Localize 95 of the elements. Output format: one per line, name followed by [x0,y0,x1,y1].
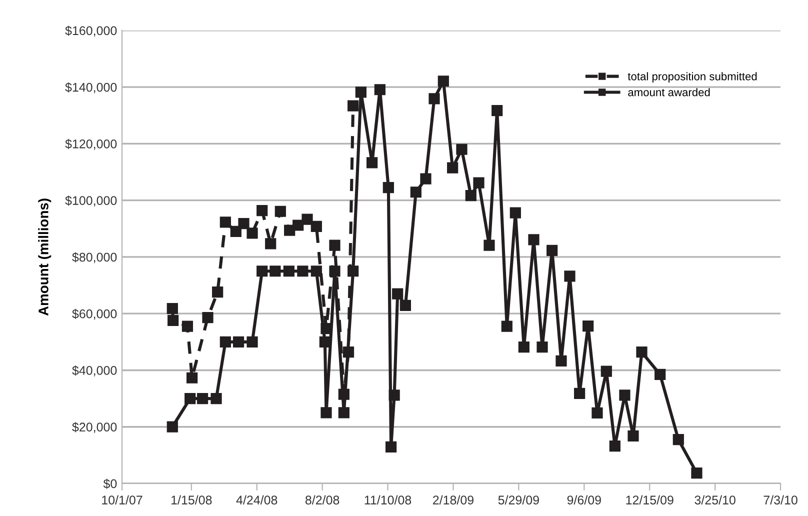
point [484,240,495,251]
y-tick-label: $120,000 [65,138,117,150]
point [636,346,648,358]
point [232,336,244,348]
point [246,228,258,239]
x-tick-label: 10/1/07 [102,495,142,504]
point [592,407,603,419]
point [492,105,503,116]
y-tick-label: $60,000 [72,308,117,320]
point [465,190,476,202]
point [348,266,359,277]
y-axis-title: Amount (millions) [38,198,52,316]
point [574,388,586,400]
point [385,441,397,453]
point [186,372,198,384]
x-tick-label: 9/6/09 [567,495,601,504]
legend-label: amount awarded [628,88,710,96]
point [302,214,313,225]
point [582,320,594,332]
point [246,336,258,348]
point [518,341,530,353]
point [238,218,250,230]
x-tick-label: 4/24/08 [236,495,278,504]
point [501,320,512,332]
y-tick-label: $80,000 [72,252,117,264]
point [320,407,332,418]
point [628,430,639,442]
point [400,300,412,311]
point [182,320,194,332]
point [355,86,366,98]
x-tick-label: 7/3/10 [764,495,798,504]
point [256,204,268,216]
point [374,84,386,96]
point [428,93,440,104]
point [212,286,224,298]
point [230,226,242,238]
point [510,207,521,218]
y-tick-label: $160,000 [65,26,117,37]
point [600,366,612,377]
y-tick-label: $140,000 [65,82,117,94]
y-tick-label: $40,000 [72,366,117,376]
point [654,368,666,380]
x-tick-label: 1/15/08 [171,495,212,504]
point [265,238,276,250]
point [556,355,567,366]
point [220,216,231,228]
point [609,440,620,452]
point [546,244,558,256]
x-tick-label: 2/18/09 [433,495,474,504]
x-tick-label: 8/2/08 [305,495,340,504]
point [382,182,394,194]
legend-label: total proposition submitted [628,72,757,83]
point [196,392,208,404]
point [392,288,404,300]
point [270,266,281,277]
x-tick-label: 11/10/08 [364,495,412,504]
x-tick-label: 12/15/09 [626,495,674,504]
point [310,220,322,232]
point [366,157,378,168]
point [166,421,178,432]
point [210,392,222,404]
point [672,434,684,446]
point [310,266,322,277]
x-tick-label: 5/29/09 [498,495,539,504]
point [329,240,340,251]
point [184,392,196,404]
point [274,206,286,217]
y-tick-label: $0 [103,478,117,489]
point [447,162,458,174]
point [297,266,308,277]
point [166,302,178,314]
point [338,407,350,418]
point [691,467,702,479]
point [536,341,548,353]
point [329,266,340,277]
point [319,336,330,348]
y-tick-label: $20,000 [72,422,117,433]
point [438,76,449,87]
point [564,270,576,282]
point [168,314,179,326]
point [473,177,484,188]
point [292,220,304,231]
point [220,336,231,348]
point [348,100,359,112]
point [456,144,468,155]
x-tick-label: 3/25/10 [694,495,736,504]
point [410,186,422,198]
point [420,173,432,184]
point [256,266,268,277]
y-tick-label: $100,000 [65,196,117,206]
point [619,390,630,401]
point [388,390,400,401]
point [528,234,540,246]
point [283,266,294,277]
point [202,312,214,324]
